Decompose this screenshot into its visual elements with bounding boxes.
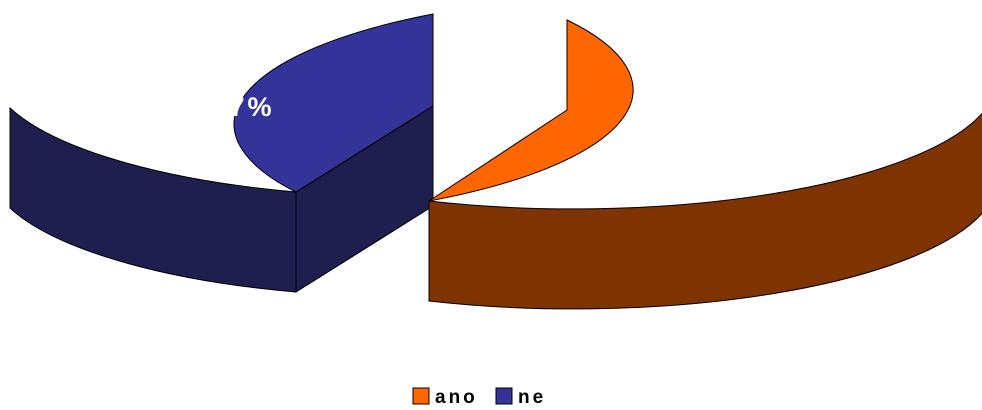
data-label-ne: 44,7% <box>183 92 275 122</box>
data-label-ano: 55,3% <box>658 116 750 146</box>
slice-ano-side <box>428 112 982 310</box>
slice-ne-top <box>233 13 434 193</box>
slice-ano <box>428 19 982 310</box>
legend: ano ne <box>412 387 546 408</box>
legend-label-ne: ne <box>518 387 546 408</box>
legend-label-ano: ano <box>435 387 478 408</box>
slice-ne <box>9 13 434 293</box>
legend-swatch-ne <box>495 387 513 405</box>
slice-ano-top <box>428 19 634 202</box>
legend-swatch-ano <box>412 387 430 405</box>
